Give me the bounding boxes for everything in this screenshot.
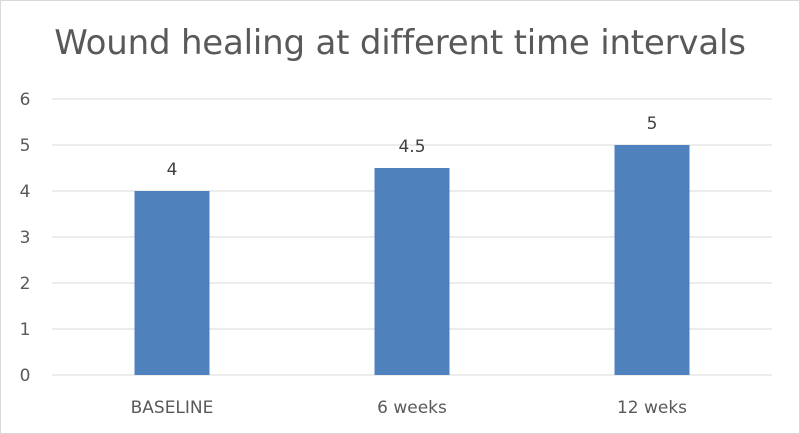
bar-2 [614, 145, 690, 375]
x-category-label: 6 weeks [377, 398, 447, 418]
x-category-label: 12 weks [617, 398, 687, 418]
bar-1 [374, 168, 450, 375]
y-tick-label: 3 [20, 228, 31, 248]
data-label: 4 [167, 160, 178, 180]
data-label: 5 [647, 114, 658, 134]
x-category-label: BASELINE [131, 398, 214, 418]
y-tick-label: 0 [20, 366, 31, 386]
data-label: 4.5 [398, 137, 425, 157]
y-tick-label: 5 [20, 136, 31, 156]
y-tick-label: 4 [20, 182, 31, 202]
chart-title: Wound healing at different time interval… [54, 23, 746, 63]
y-tick-label: 2 [20, 274, 31, 294]
y-tick-label: 1 [20, 320, 31, 340]
y-tick-label: 6 [20, 90, 31, 110]
bar-0 [134, 191, 210, 375]
